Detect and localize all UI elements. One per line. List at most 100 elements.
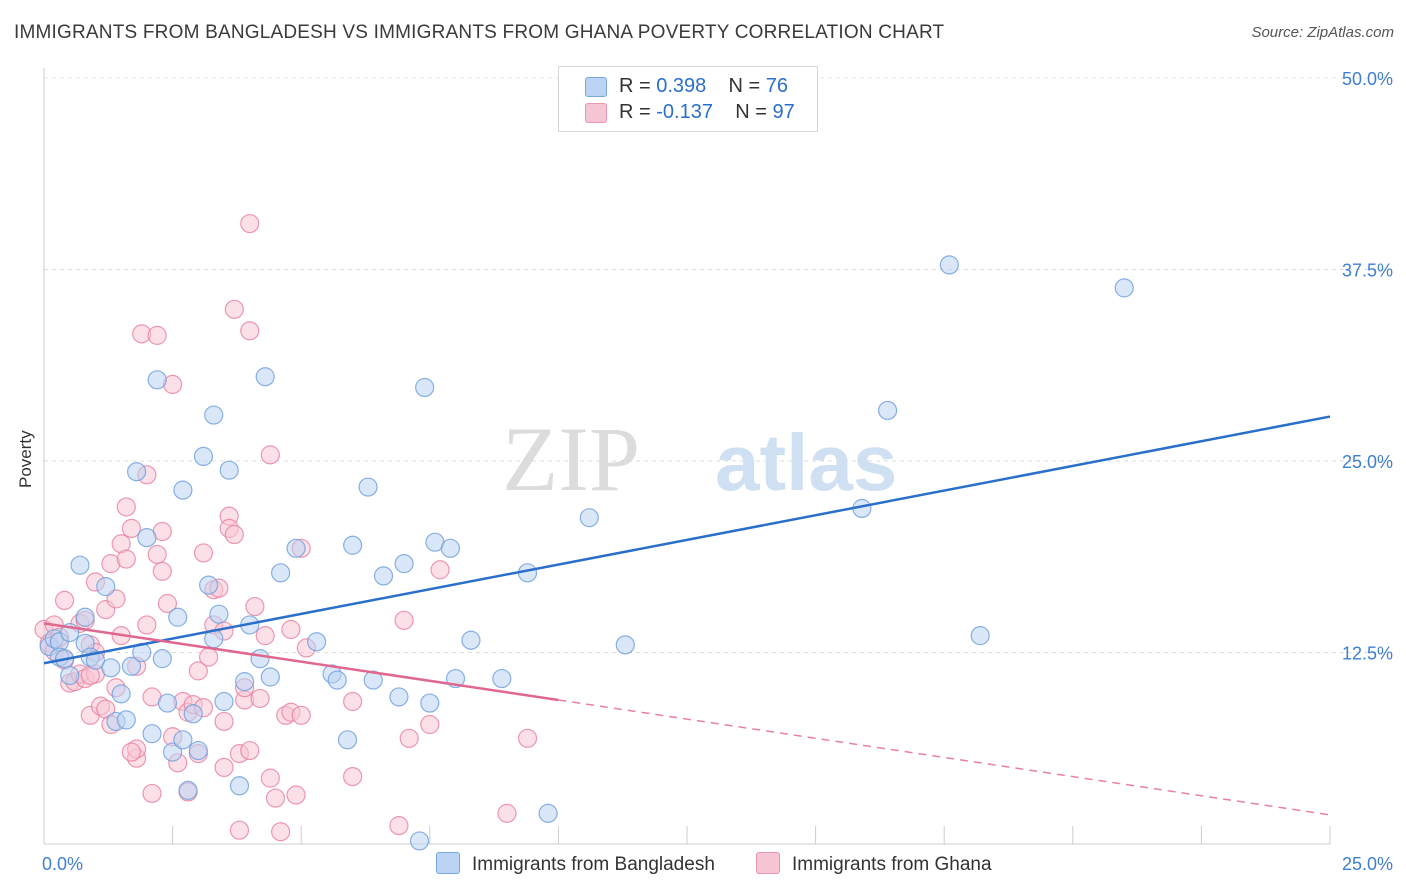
point-bangladesh-58: [420, 693, 440, 713]
watermark: ZIP atlas: [502, 408, 897, 510]
point-ghana-93: [517, 728, 538, 748]
legend-swatch-ghana: [585, 103, 607, 123]
bottom-legend-label-ghana: Immigrants from Ghana: [792, 854, 992, 875]
point-ghana-64: [224, 299, 244, 319]
point-bangladesh-63: [461, 630, 481, 650]
point-ghana-75: [260, 768, 280, 788]
x-tick-label-1: 25.0%: [1342, 854, 1393, 874]
point-bangladesh-51: [343, 535, 363, 555]
point-ghana-91: [430, 560, 450, 580]
point-bangladesh-18: [126, 462, 147, 482]
point-ghana-40: [152, 561, 172, 581]
point-bangladesh-6: [60, 665, 80, 686]
point-ghana-63: [224, 524, 244, 545]
point-ghana-54: [199, 647, 219, 667]
point-ghana-73: [255, 626, 275, 646]
point-bangladesh-13: [101, 658, 121, 678]
point-ghana-59: [214, 711, 234, 732]
point-bangladesh-52: [358, 477, 378, 497]
point-ghana-95: [121, 742, 142, 762]
legend-swatch-bangladesh: [585, 77, 607, 97]
point-bangladesh-7: [70, 555, 90, 575]
legend-r-value: -0.137: [656, 101, 713, 123]
point-bangladesh-15: [111, 684, 131, 704]
point-ghana-71: [245, 596, 265, 617]
point-bangladesh-67: [579, 508, 599, 528]
point-bangladesh-20: [137, 527, 157, 548]
point-bangladesh-46: [286, 538, 306, 558]
point-ghana-94: [229, 820, 250, 840]
bottom-legend-ghana: Immigrants from Ghana: [756, 852, 992, 876]
point-ghana-60: [214, 757, 234, 778]
point-bangladesh-8: [75, 607, 95, 627]
point-ghana-28: [116, 497, 136, 517]
point-ghana-70: [240, 740, 260, 761]
point-bangladesh-60: [440, 538, 460, 558]
point-ghana-90: [420, 714, 440, 735]
point-ghana-68: [240, 321, 260, 341]
series-ghana-points: [34, 213, 538, 842]
point-ghana-23: [106, 589, 126, 609]
point-ghana-87: [389, 816, 409, 836]
legend-r-label: R =: [619, 101, 657, 123]
point-bangladesh-22: [147, 370, 167, 390]
legend-r-label: R =: [619, 75, 657, 97]
legend-r-value: 0.398: [656, 75, 707, 97]
point-ghana-86: [343, 766, 363, 787]
trend-lines: [43, 415, 1331, 816]
point-bangladesh-27: [173, 730, 193, 750]
point-bangladesh-28: [173, 480, 193, 500]
grid-lines: [44, 77, 1394, 653]
point-bangladesh-40: [235, 672, 255, 692]
point-bangladesh-55: [389, 687, 409, 707]
point-ghana-69: [240, 213, 260, 234]
point-ghana-76: [265, 788, 286, 808]
point-bangladesh-38: [219, 460, 239, 480]
y-tick-label-2: 37.5%: [1342, 261, 1393, 281]
point-bangladesh-66: [538, 803, 558, 823]
point-bangladesh-16: [116, 710, 136, 730]
point-ghana-50: [188, 661, 208, 681]
series-bangladesh-points: [39, 255, 1134, 851]
point-bangladesh-23: [152, 649, 172, 669]
point-bangladesh-11: [85, 650, 106, 670]
legend-n-value: 76: [765, 75, 789, 97]
chart-title: IMMIGRANTS FROM BANGLADESH VS IMMIGRANTS…: [14, 22, 945, 43]
point-bangladesh-36: [209, 604, 229, 624]
bottom-legend-label-bangladesh: Immigrants from Bangladesh: [472, 854, 715, 875]
point-bangladesh-73: [1114, 278, 1134, 298]
point-bangladesh-39: [229, 776, 250, 796]
legend-n-label: N =: [728, 75, 766, 97]
point-ghana-29: [121, 518, 142, 539]
point-bangladesh-24: [157, 693, 178, 713]
legend-n-value: 97: [772, 101, 795, 123]
point-bangladesh-47: [307, 632, 327, 652]
point-bangladesh-70: [878, 400, 898, 421]
point-bangladesh-17: [121, 656, 142, 676]
point-ghana-85: [343, 691, 363, 712]
point-ghana-89: [399, 728, 419, 748]
point-ghana-88: [394, 610, 414, 630]
bottom-legend-bangladesh: Immigrants from Bangladesh: [436, 852, 715, 876]
point-bangladesh-45: [271, 563, 291, 583]
point-ghana-92: [497, 803, 517, 823]
point-ghana-34: [137, 615, 157, 635]
point-bangladesh-43: [255, 367, 275, 387]
bottom-legend-swatch-bangladesh: [436, 852, 460, 874]
point-ghana-82: [291, 705, 311, 725]
tick-labels: 12.5% 25.0% 37.5% 50.0% 0.0% 25.0%: [42, 69, 1393, 874]
point-bangladesh-68: [615, 635, 635, 655]
point-bangladesh-25: [163, 742, 183, 762]
trend-line-ghana-extension: [558, 699, 1331, 816]
point-bangladesh-54: [373, 566, 394, 586]
point-bangladesh-61: [409, 831, 430, 851]
point-bangladesh-26: [168, 607, 188, 627]
bottom-legend-swatch-ghana: [756, 852, 780, 874]
axes: [43, 68, 1331, 845]
point-ghana-27: [116, 549, 136, 569]
watermark-atlas: atlas: [715, 418, 897, 507]
point-bangladesh-29: [178, 780, 198, 800]
y-tick-label-1: 25.0%: [1342, 452, 1393, 472]
point-bangladesh-35: [204, 405, 224, 425]
point-bangladesh-50: [337, 730, 358, 750]
